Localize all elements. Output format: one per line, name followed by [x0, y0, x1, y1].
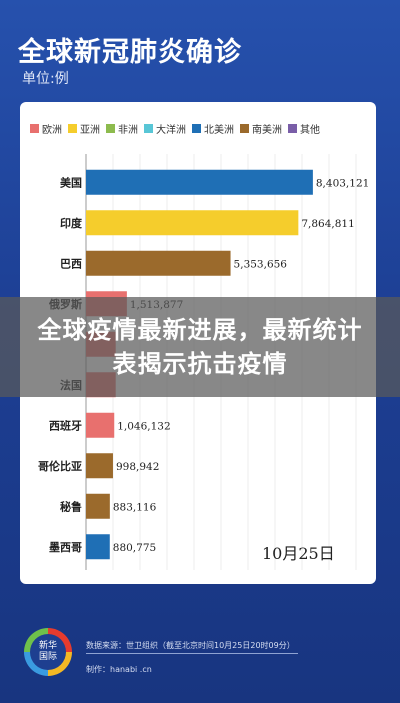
headline-banner: 全球疫情最新进展，最新统计表揭示抗击疫情 — [0, 297, 400, 397]
bar — [86, 453, 113, 479]
bar — [86, 412, 115, 438]
category-label: 墨西哥 — [49, 541, 82, 554]
legend-item: 其他 — [288, 121, 320, 136]
legend-swatch — [240, 123, 249, 133]
legend-label: 北美洲 — [204, 124, 234, 136]
legend-label: 欧洲 — [42, 124, 62, 136]
legend-swatch — [68, 123, 77, 133]
value-label: 998,942 — [116, 461, 159, 473]
legend-item: 亚洲 — [68, 121, 100, 136]
logo-text: 新华 国际 — [30, 634, 66, 670]
legend-label: 亚洲 — [80, 124, 100, 136]
bar — [86, 210, 299, 236]
legend-item: 欧洲 — [30, 121, 62, 136]
bar — [86, 169, 313, 195]
value-label: 883,116 — [113, 501, 157, 513]
legend-item: 南美洲 — [240, 121, 282, 136]
xinhua-logo: 新华 国际 — [24, 628, 72, 676]
category-label: 巴西 — [60, 257, 82, 270]
value-label: 7,864,811 — [301, 218, 354, 230]
bar — [86, 250, 231, 276]
legend-swatch — [288, 123, 297, 133]
legend-label: 大洋洲 — [156, 124, 186, 136]
legend-item: 大洋洲 — [144, 121, 186, 136]
legend-item: 非洲 — [106, 121, 138, 136]
category-label: 西班牙 — [49, 418, 82, 432]
bar — [86, 534, 110, 560]
footer-divider — [86, 653, 298, 654]
data-source: 数据来源：世卫组织（截至北京时间10月25日20时09分） — [86, 641, 295, 650]
legend-swatch — [30, 123, 39, 133]
date-label: 10月25日 — [262, 544, 335, 563]
legend-swatch — [144, 123, 153, 133]
page-title: 全球新冠肺炎确诊 — [18, 37, 242, 68]
category-label: 美国 — [60, 175, 82, 189]
legend-label: 其他 — [300, 124, 320, 136]
legend-label: 非洲 — [118, 124, 138, 136]
value-label: 880,775 — [113, 542, 156, 554]
category-label: 秘鲁 — [60, 499, 82, 513]
legend-swatch — [192, 123, 201, 133]
headline-text: 全球疫情最新进展，最新统计表揭示抗击疫情 — [37, 316, 363, 378]
bar — [86, 493, 110, 519]
value-label: 5,353,656 — [234, 258, 288, 270]
value-label: 1,046,132 — [117, 420, 170, 432]
category-label: 印度 — [60, 216, 83, 230]
value-label: 8,403,121 — [316, 177, 369, 189]
chart-legend: 欧洲 亚洲 非洲 大洋洲 北美洲 南美洲 其他 — [30, 120, 370, 136]
legend-label: 南美洲 — [252, 124, 282, 136]
legend-item: 北美洲 — [192, 121, 234, 136]
legend-swatch — [106, 123, 115, 133]
unit-label: 单位:例 — [22, 71, 69, 87]
category-label: 哥伦比亚 — [38, 459, 82, 473]
maker-credit: 制作：hanabi .cn — [86, 665, 152, 674]
